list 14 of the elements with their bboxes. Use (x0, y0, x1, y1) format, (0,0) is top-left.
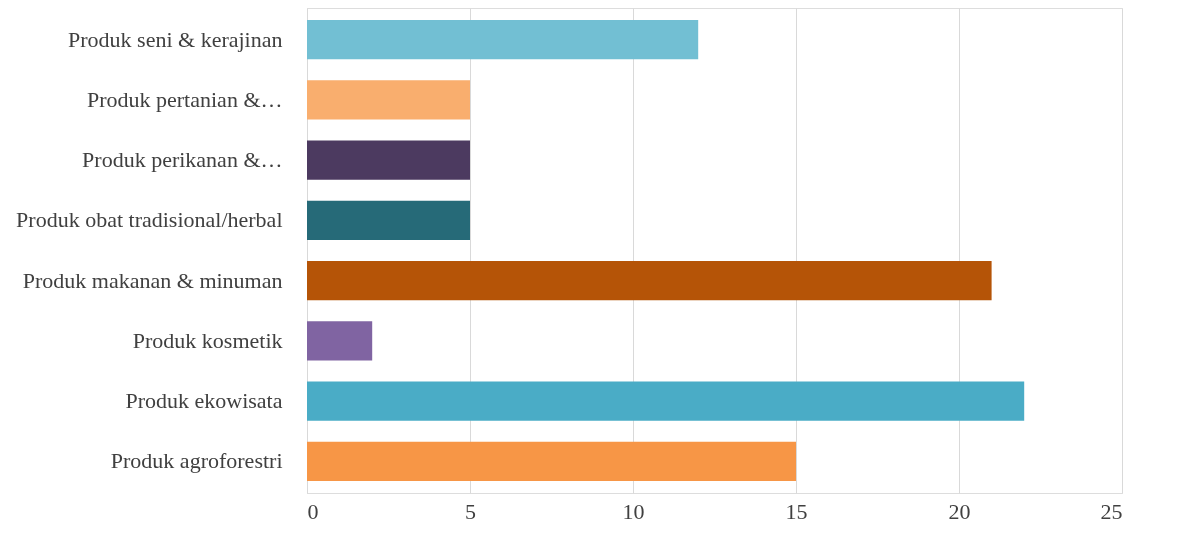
x-tick-label: 15 (785, 498, 808, 524)
y-tick-label: Produk ekowisata (125, 388, 283, 414)
y-tick-label: Produk agroforestri (110, 448, 283, 474)
y-tick-label: Produk seni & kerajinan (68, 26, 283, 52)
x-tick-label: 5 (465, 498, 476, 524)
x-tick-label: 20 (948, 498, 971, 524)
x-tick-label: 25 (1100, 498, 1123, 524)
y-tick-label: Produk obat tradisional/herbal (16, 207, 283, 233)
x-tick-label: 10 (622, 498, 645, 524)
y-tick-label: Produk perikanan &… (82, 147, 283, 173)
y-tick-label: Produk pertanian &… (86, 86, 283, 112)
y-tick-label: Produk kosmetik (132, 327, 283, 353)
x-tick-label: 0 (307, 498, 319, 524)
y-tick-label: Produk makanan & minuman (22, 267, 283, 293)
